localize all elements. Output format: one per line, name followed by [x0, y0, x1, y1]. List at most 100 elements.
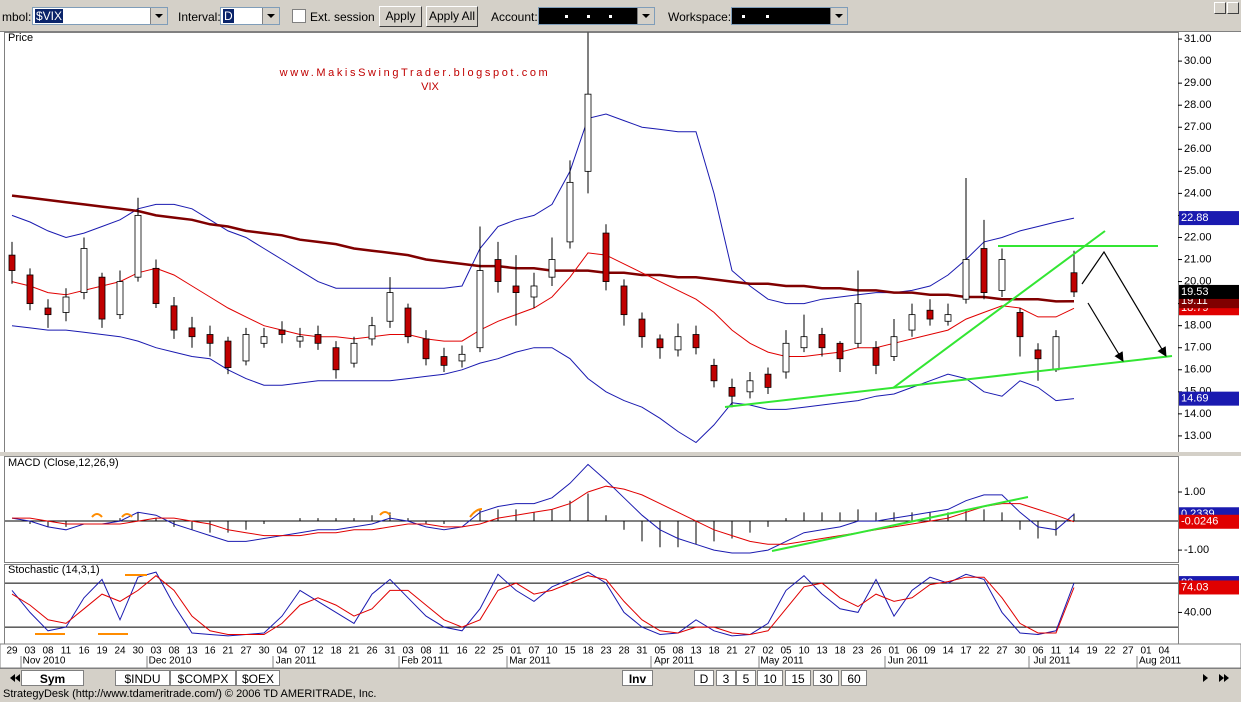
interval-tab[interactable]: 3 [716, 670, 736, 686]
month-label: May 2011 [760, 656, 804, 667]
trendline [892, 230, 1106, 389]
macd-title: MACD (Close,12,26,9) [8, 457, 119, 469]
candle-body [872, 347, 880, 366]
x-tick-label: 22 [1104, 646, 1116, 657]
candle-body [800, 336, 808, 349]
symbol-tab[interactable]: $INDU [115, 670, 170, 686]
value-box-label: -0.0246 [1181, 516, 1218, 528]
candle-body [62, 296, 70, 313]
checkbox[interactable] [292, 9, 306, 23]
interval-tab[interactable]: D [694, 670, 714, 686]
trendline [724, 355, 1173, 408]
candle-body [98, 276, 106, 320]
nav-buttons[interactable] [1200, 669, 1238, 687]
interval-label: Interval: [178, 10, 221, 24]
candle-body [242, 334, 250, 362]
candle-body [638, 318, 646, 338]
candle-body [44, 307, 52, 316]
dropdown-button[interactable] [150, 8, 167, 24]
x-tick-label: 13 [690, 646, 702, 657]
x-tick-label: 19 [1086, 646, 1098, 657]
interval-tab[interactable]: 60 [841, 670, 867, 686]
candle-body [548, 259, 556, 278]
candle-body [530, 285, 538, 298]
x-tick-label: 17 [960, 646, 972, 657]
candle-body [224, 340, 232, 368]
workspace-combo[interactable] [731, 7, 848, 25]
nav-buttons[interactable] [2, 669, 62, 687]
symbol-combo[interactable]: $VIX [32, 7, 168, 25]
candle-body [962, 259, 970, 300]
indicator-line [12, 485, 1075, 545]
symbol-label: mbol: [2, 10, 32, 24]
candle-body [1034, 349, 1042, 360]
swing-marker [91, 508, 483, 518]
x-tick-label: 22 [474, 646, 486, 657]
date-axis [0, 643, 1241, 669]
y-tick-label: 20.00 [1184, 275, 1212, 287]
x-tick-label: 29 [6, 646, 18, 657]
candle-body [782, 342, 790, 373]
candle-body [710, 364, 718, 382]
candle-body [692, 334, 700, 349]
x-tick-label: 26 [870, 646, 882, 657]
candle-body [278, 329, 286, 335]
inv-tab[interactable]: Inv [622, 670, 653, 686]
candle-body [494, 259, 502, 282]
window-button[interactable] [1227, 2, 1239, 14]
arrow [1087, 302, 1124, 362]
x-tick-label: 09 [924, 646, 936, 657]
candle-body [152, 267, 160, 305]
x-tick-label: 11 [61, 646, 72, 657]
dropdown-button[interactable] [637, 8, 654, 24]
indicator-line [11, 571, 1075, 637]
y-tick-label: 13.00 [1184, 430, 1212, 442]
symbol-tab[interactable]: $OEX [236, 670, 280, 686]
dropdown-button[interactable] [262, 8, 279, 24]
symbol-tab[interactable]: $COMPX [170, 670, 236, 686]
value-box-label: 14.69 [1181, 393, 1209, 405]
y-tick-label: 31.00 [1184, 33, 1212, 45]
month-label: Dec 2010 [149, 656, 192, 667]
x-tick-label: 07 [294, 646, 306, 657]
candle-body [206, 334, 214, 344]
month-label: Nov 2010 [23, 656, 66, 667]
x-tick-label: 23 [600, 646, 612, 657]
candle-body [1016, 312, 1024, 338]
candle-body [998, 259, 1006, 291]
candle-body [818, 334, 826, 349]
interval-tab[interactable]: 10 [757, 670, 783, 686]
candle-body [512, 285, 520, 293]
interval-combo[interactable]: D [220, 7, 280, 25]
x-tick-label: 01 [888, 646, 900, 657]
account-combo[interactable] [538, 7, 655, 25]
x-tick-label: 18 [708, 646, 720, 657]
x-tick-label: 03 [402, 646, 414, 657]
interval-tab[interactable]: 30 [813, 670, 839, 686]
candle-body [296, 336, 304, 342]
apply-button[interactable]: Apply [379, 6, 422, 27]
month-label: Jun 2011 [888, 656, 929, 667]
symbol-tab[interactable]: Sym [21, 670, 84, 686]
x-tick-label: 14 [1068, 646, 1080, 657]
month-label: Jul 2011 [1033, 656, 1071, 667]
window-button[interactable] [1214, 2, 1226, 14]
y-tick-label: 18.00 [1184, 320, 1212, 332]
mask-dot [766, 15, 769, 18]
candle-body [584, 93, 592, 172]
candle-body [854, 303, 862, 344]
status-bar: StrategyDesk (http://www.tdameritrade.co… [3, 688, 377, 700]
candle-body [422, 338, 430, 360]
dropdown-button[interactable] [830, 8, 847, 24]
toolbar: mbol: $VIX Interval: D Ext. session Appl… [0, 0, 1241, 32]
interval-tab[interactable]: 15 [785, 670, 811, 686]
tab-bar: Sym $INDU $COMPX $OEX Inv D 3 5 10 15 30 60 [0, 668, 1241, 688]
panel-splitter [0, 452, 1241, 456]
value-box [1179, 580, 1239, 595]
interval-tab[interactable]: 5 [736, 670, 756, 686]
apply-all-button[interactable]: Apply All [426, 6, 478, 27]
x-tick-label: 04 [276, 646, 288, 657]
x-tick-label: 08 [672, 646, 684, 657]
